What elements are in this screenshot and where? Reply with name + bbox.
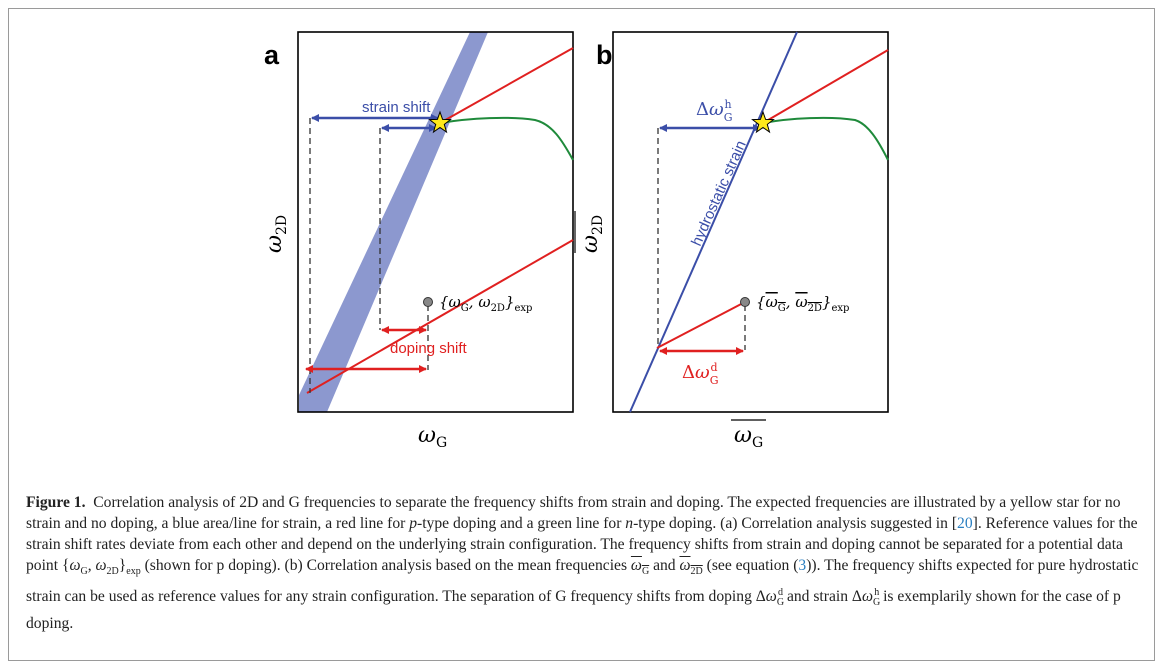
x-axis-label-a: ωG [418, 423, 447, 451]
caption-math-dopingdelta: ΔωGd [755, 587, 785, 609]
caption-math-point: {ωG, ω2D}exp [61, 557, 141, 578]
p-doping-line [439, 47, 574, 124]
panel-b-letter: b [596, 40, 613, 70]
caption-label: Figure 1. [26, 494, 86, 511]
strain-delta-label: ΔωGh [696, 98, 732, 124]
panel-b-frame [612, 31, 889, 413]
n-doping-curve [439, 116, 574, 161]
strain-shift-label: strain shift [362, 99, 431, 116]
caption-text-5: (shown for p doping). (b) Correlation an… [140, 557, 631, 574]
y-axis-label-a: ω2D [262, 215, 290, 253]
caption-eq-link[interactable]: 3 [798, 557, 807, 574]
y-axis-label-b: ω2D [578, 215, 606, 253]
panel-a: a strain shift doping shift {ωG, ω2D}exp… [262, 31, 574, 451]
data-point-a [423, 297, 433, 307]
panel-a-frame [297, 31, 574, 413]
data-point-label-b: {ωG, ω2D}exp [756, 293, 849, 314]
caption-n: n [625, 515, 634, 532]
caption-p: p [409, 515, 418, 532]
caption-text-3: -type doping. (a) Correlation analysis s… [633, 515, 958, 532]
panel-a-letter: a [264, 40, 280, 70]
data-point-label-a: {ωG, ω2D}exp [439, 293, 532, 314]
caption-text-7: )). The frequency shifts expected for pu… [26, 557, 1139, 606]
caption-text-4: ]. Reference values for the strain shift… [26, 515, 1138, 574]
figure-graphic: a strain shift doping shift {ωG, ω2D}exp… [262, 31, 889, 451]
caption-text-2: -type doping and a green line for [417, 515, 626, 532]
caption-text-9: is exemplarily shown for the case of p d… [26, 588, 1121, 633]
caption-text-6: (see equation ( [702, 557, 799, 574]
caption-math-mean2D: ω2D [679, 557, 703, 578]
caption-math-straindelta: ΔωGh [851, 587, 881, 609]
caption-text-1: Correlation analysis of 2D and G frequen… [26, 494, 1121, 532]
p-doping-line-b [762, 49, 889, 124]
caption-text-8: and strain [783, 588, 852, 606]
caption-ref-link[interactable]: 20 [957, 515, 973, 532]
caption-and: and [649, 557, 680, 574]
x-axis-label-b: ωG [734, 423, 763, 451]
figure-frame [8, 8, 1155, 661]
doping-delta-label: ΔωGd [682, 361, 718, 387]
figure-caption: Figure 1. Correlation analysis of 2D and… [26, 492, 1141, 634]
hydrostatic-strain-label: hydrostatic strain [688, 138, 750, 249]
star-marker-a [428, 110, 452, 134]
star-marker-b [751, 110, 775, 134]
p-doping-line-lower-b [656, 301, 746, 349]
doping-shift-label: doping shift [390, 340, 468, 357]
n-doping-curve-b [762, 116, 889, 161]
caption-math-meanG: ωG [630, 557, 650, 578]
data-point-b [740, 297, 750, 307]
panel-b: b hydrostatic strain ΔωGh ΔωGd {ωG, ω2D}… [574, 31, 889, 451]
